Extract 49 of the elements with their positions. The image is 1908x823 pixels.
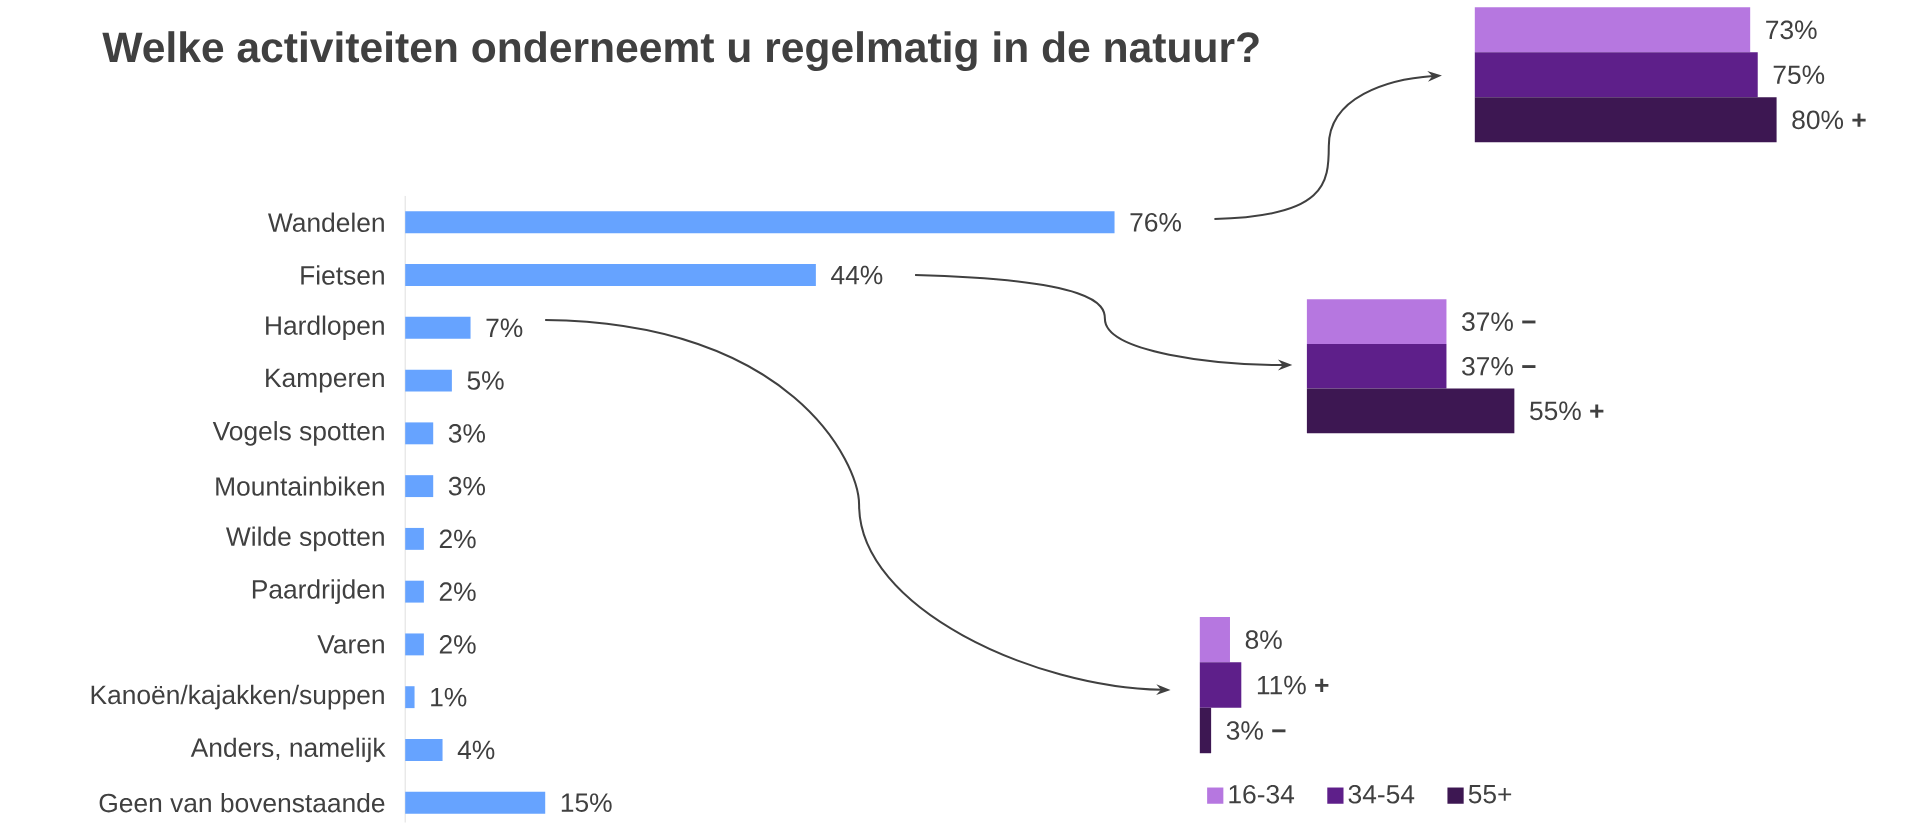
y-tick-label: Wilde spotten bbox=[226, 526, 384, 552]
data-label: 75% bbox=[1773, 65, 1825, 85]
bar bbox=[405, 686, 415, 709]
legend-label: 34-54 bbox=[1348, 785, 1415, 804]
data-label: 2% bbox=[439, 582, 476, 602]
y-tick-label: Paardrijden bbox=[252, 579, 384, 605]
bar bbox=[405, 369, 452, 392]
bar bbox=[405, 475, 434, 498]
data-label: 76% bbox=[1130, 213, 1181, 232]
data-label: 5% bbox=[467, 371, 504, 391]
bar bbox=[405, 791, 546, 814]
bar bbox=[405, 211, 1115, 234]
data-label: 7% bbox=[486, 318, 523, 338]
y-tick-label: Varen bbox=[317, 635, 384, 654]
data-label: 2% bbox=[439, 529, 476, 549]
bar bbox=[405, 264, 816, 287]
bar bbox=[405, 317, 471, 339]
data-label: 2% bbox=[439, 635, 476, 654]
y-tick-label: Hardlopen bbox=[266, 315, 384, 341]
data-label: 3% bbox=[448, 476, 485, 496]
data-label: 73% bbox=[1766, 20, 1817, 40]
data-label: 11% + bbox=[1257, 676, 1329, 695]
legend-label: 55+ bbox=[1468, 785, 1512, 804]
bar bbox=[405, 580, 424, 603]
y-tick-label: Kamperen bbox=[266, 369, 384, 393]
data-label: 1% bbox=[431, 688, 467, 707]
data-label: 3% bbox=[448, 424, 485, 443]
data-label: 15% bbox=[561, 793, 612, 813]
y-tick-label: Vogels spotten bbox=[212, 421, 384, 446]
y-tick-label: Fietsen bbox=[301, 265, 384, 285]
data-label: 37% − bbox=[1462, 357, 1536, 376]
y-tick-label: Mountainbiken bbox=[216, 476, 384, 496]
bar bbox=[405, 422, 434, 445]
data-label: 4% bbox=[457, 740, 495, 760]
legend-label: 16-34 bbox=[1229, 785, 1295, 804]
y-tick-label: Anders, namelijk bbox=[190, 737, 386, 763]
bar bbox=[405, 739, 443, 762]
bar bbox=[405, 528, 424, 551]
data-label: 44% bbox=[831, 266, 883, 285]
chart-title: Welke activiteiten onderneemt u regelmatig in de natuur? bbox=[102, 31, 1259, 72]
data-label: 8% bbox=[1245, 630, 1282, 650]
bar bbox=[405, 633, 424, 656]
data-label: 37% − bbox=[1462, 312, 1536, 332]
y-tick-label: Wandelen bbox=[268, 212, 384, 233]
data-label: 80% + bbox=[1792, 110, 1866, 130]
y-tick-label: Kanoën/kajakken/suppen bbox=[91, 685, 384, 710]
data-label: 55% + bbox=[1530, 401, 1604, 421]
data-label: 3% − bbox=[1226, 721, 1286, 741]
y-tick-label: Geen van bovenstaande bbox=[99, 793, 385, 813]
